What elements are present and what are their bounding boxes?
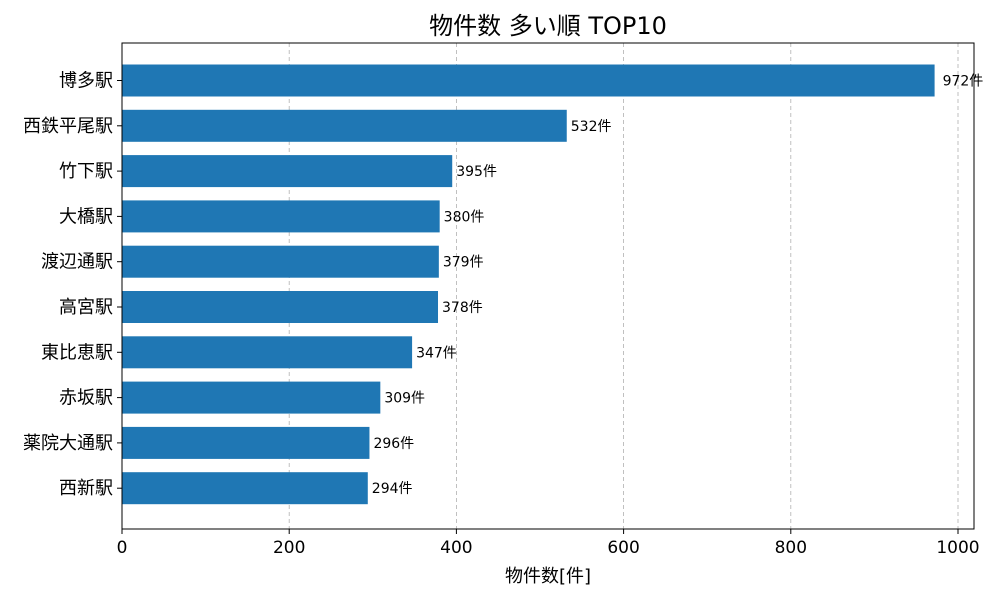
y-tick-label: 渡辺通駅 [41,252,113,273]
data-label: 395件 [456,164,497,180]
x-axis: 0 200 400 600 800 1000 [117,529,980,558]
data-label: 347件 [416,345,457,361]
x-tick-label: 400 [440,538,472,558]
y-tick-label: 薬院大通駅 [23,433,113,454]
bar [122,245,439,278]
bar [122,472,368,505]
data-label: 309件 [384,391,425,407]
plot-area-frame [121,42,975,530]
bar [122,381,381,414]
x-tick-label: 0 [117,538,128,558]
y-tick-label: 高宮駅 [59,297,113,318]
y-tick-label: 赤坂駅 [59,388,113,409]
x-tick-label: 600 [607,538,639,558]
data-label: 532件 [571,119,612,135]
y-tick-label: 西鉄平尾駅 [23,116,113,137]
data-label: 378件 [442,300,483,316]
x-tick-label: 1000 [936,538,979,558]
y-tick-label: 大橋駅 [59,206,113,227]
bar [122,155,453,188]
data-label: 380件 [444,209,485,225]
data-labels: 972件 532件 395件 380件 379件 378件 347件 309件 296件 294件 [372,74,984,498]
x-axis-label: 物件数[件] [505,566,591,587]
bar [122,109,567,142]
bar [122,291,439,323]
bars [122,64,935,505]
bar [122,336,413,369]
chart-title: 物件数 多い順 TOP10 [429,12,667,40]
bar [122,64,935,97]
data-label: 972件 [943,74,984,90]
y-tick-label: 東比恵駅 [41,342,113,363]
bar [122,426,370,459]
y-tick-label: 竹下駅 [59,161,113,182]
bar [122,200,440,233]
data-label: 294件 [372,481,413,497]
x-tick-label: 200 [273,538,305,558]
y-tick-label: 西新駅 [59,478,113,499]
x-tick-label: 800 [775,538,807,558]
data-label: 379件 [443,255,484,271]
data-label: 296件 [373,436,414,452]
y-tick-label: 博多駅 [59,71,113,92]
